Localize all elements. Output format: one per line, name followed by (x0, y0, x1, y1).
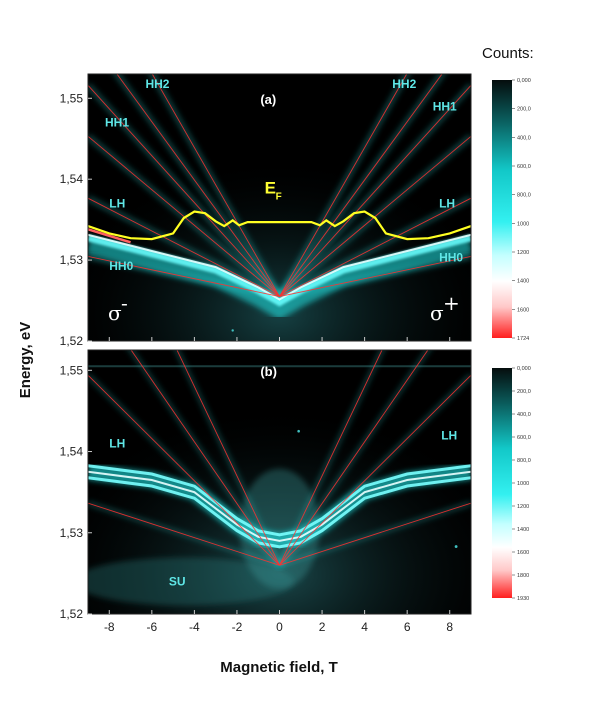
panel-b (88, 350, 471, 614)
panel-b-fan-line (88, 502, 280, 566)
panel-b-lh-band (88, 464, 471, 537)
panel-a-y-tick-label: 1,54 (60, 172, 84, 186)
panel-b-fan-line (279, 350, 383, 566)
colorbar-a-tick-label: 200,0 (517, 107, 531, 113)
colorbar-b-tick-label: 1400 (517, 527, 529, 533)
colorbar-b-tick-label: 200,0 (517, 389, 531, 395)
sigma-minus-label: σ (108, 301, 122, 325)
colorbar-b-tick-label: 400,0 (517, 412, 531, 418)
colorbar-b-tick-label: 1000 (517, 481, 529, 487)
panel-a-level-label: HH2 (145, 77, 169, 91)
colorbar-a-tick-label: 1400 (517, 279, 529, 285)
panel-b-fan-line (279, 374, 471, 566)
panel-b-x-tick-label: 2 (319, 620, 326, 634)
sigma-plus-superscript: + (443, 291, 460, 315)
colorbar-a-tick-label: 1000 (517, 221, 529, 227)
panel-a-y-tick-label: 1,53 (60, 253, 84, 267)
panel-b-x-tick-label: -6 (146, 620, 157, 634)
panel-b-fan-line (130, 350, 280, 566)
panel-a-fan-line (88, 256, 280, 297)
colorbar-b: 0,000 200,0 400,0 600,0 800,0 1000 1200 1400 160… (492, 366, 531, 602)
colorbar-b-tick-label: 1600 (517, 550, 529, 556)
panel-b-y-tick-label: 1,54 (60, 445, 84, 459)
panel-a-level-label: HH1 (433, 99, 457, 113)
panel-b-x-tick-label: 6 (404, 620, 411, 634)
panel-b-x-tick-label: -4 (189, 620, 200, 634)
panel-b-speck (297, 429, 300, 433)
panel-b-x-tick-label: 0 (276, 620, 283, 634)
panel-a-hh0-band-glow (88, 238, 471, 320)
panel-b-lh-band (88, 470, 471, 542)
colorbar-a-tick-label: 1600 (517, 307, 529, 313)
sigma-plus-label: σ (430, 301, 444, 325)
colorbar-title: Counts: (482, 45, 534, 62)
fermi-energy-curve (88, 210, 471, 241)
panel-a-hh0-band (88, 234, 471, 307)
panel-a-fan-line (88, 135, 280, 297)
panel-b-y-tick-label: 1,52 (60, 607, 84, 621)
panel-b-fan-line (279, 350, 429, 566)
colorbar-a-tick-label: 800,0 (517, 193, 531, 199)
panel-b-x-tick-label: -8 (104, 620, 115, 634)
colorbar-a-gradient (492, 80, 512, 338)
panel-a-level-label: HH0 (109, 259, 133, 273)
colorbar-a-tick-label: 400,0 (517, 135, 531, 141)
colorbar-a-tick-label: 600,0 (517, 164, 531, 170)
panel-b-x-tick-label: -2 (232, 620, 243, 634)
panel-b-speck (454, 545, 458, 548)
panel-b-fan-line (88, 374, 280, 566)
panel-a-fan-line (279, 74, 408, 297)
colorbar-a-tick-label: 1724 (517, 336, 529, 342)
panel-a-level-label: HH2 (392, 77, 416, 91)
panel-b-x-tick-label: 4 (361, 620, 368, 634)
colorbar-a-tick-label: 1200 (517, 250, 529, 256)
panel-b-level-label: LH (109, 436, 125, 450)
panel-b-x-tick-label: 8 (446, 620, 453, 634)
y-axis-label: Energy, eV (17, 322, 34, 398)
panel-b-tag: (b) (260, 364, 277, 379)
colorbar-b-tick-label: 600,0 (517, 435, 531, 441)
panel-a-level-label: LH (109, 197, 125, 211)
panel-b-fan-line (279, 502, 471, 566)
panel-a-fan-line (279, 256, 471, 297)
panel-a-level-label: HH0 (439, 251, 463, 265)
panel-a-level-label: HH1 (105, 116, 129, 130)
panel-a-speck (231, 329, 234, 332)
colorbar-b-tick-label: 1930 (517, 596, 529, 602)
colorbar-b-tick-label: 800,0 (517, 458, 531, 464)
panel-a-fan-line (88, 197, 280, 297)
panel-b-y-tick-label: 1,55 (60, 363, 84, 377)
panel-a (88, 74, 471, 341)
panel-b-y-tick-label: 1,53 (60, 526, 84, 540)
colorbar-b-tick-label: 1800 (517, 573, 529, 579)
panel-a-fan-line (279, 85, 471, 297)
panel-a-fan-line (279, 74, 443, 297)
su-region (88, 557, 294, 606)
ef-subscript: F (276, 192, 282, 203)
colorbar-b-tick-label: 0,000 (517, 366, 531, 372)
panel-a-fan-line (279, 197, 471, 297)
panel-b-level-label: LH (441, 428, 457, 442)
panel-a-hh0-edge (88, 233, 471, 301)
panel-b-level-label: SU (169, 575, 186, 589)
panel-a-tag: (a) (260, 92, 276, 107)
colorbar-a: 0,000 200,0 400,0 600,0 800,0 1000 1200 1400 160… (492, 78, 531, 342)
panel-a-fan-line (279, 135, 471, 297)
panel-b-fan-line (176, 350, 280, 566)
panel-b-lh-band (88, 476, 471, 549)
panel-a-high-count-edge (88, 228, 131, 244)
panel-a-fan-line (88, 85, 280, 297)
panel-a-y-tick-label: 1,52 (60, 334, 84, 348)
colorbar-a-tick-label: 0,000 (517, 78, 531, 84)
panel-a-level-label: LH (439, 197, 455, 211)
x-axis-label: Magnetic field, T (220, 659, 338, 676)
panel-a-fan-line (151, 74, 280, 297)
panel-a-y-tick-label: 1,55 (60, 91, 84, 105)
ef-label: E (265, 179, 276, 198)
sigma-minus-superscript: - (121, 291, 128, 315)
colorbar-b-gradient (492, 368, 512, 598)
colorbar-b-tick-label: 1200 (517, 504, 529, 510)
panel-a-fan-line (116, 74, 280, 297)
